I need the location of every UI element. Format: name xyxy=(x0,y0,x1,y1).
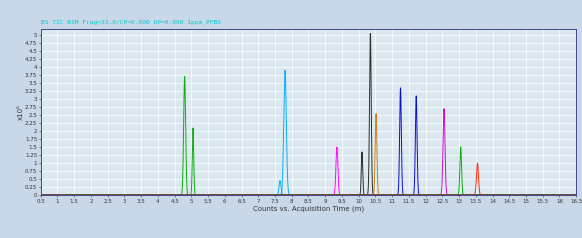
Y-axis label: x10⁵: x10⁵ xyxy=(17,104,24,120)
X-axis label: Counts vs. Acquisition Time (m): Counts vs. Acquisition Time (m) xyxy=(253,205,364,212)
Text: BS TIC BIM Frag=33.0/CP=0.000 DP=0.000 1ppm_PFBS: BS TIC BIM Frag=33.0/CP=0.000 DP=0.000 1… xyxy=(41,20,221,25)
